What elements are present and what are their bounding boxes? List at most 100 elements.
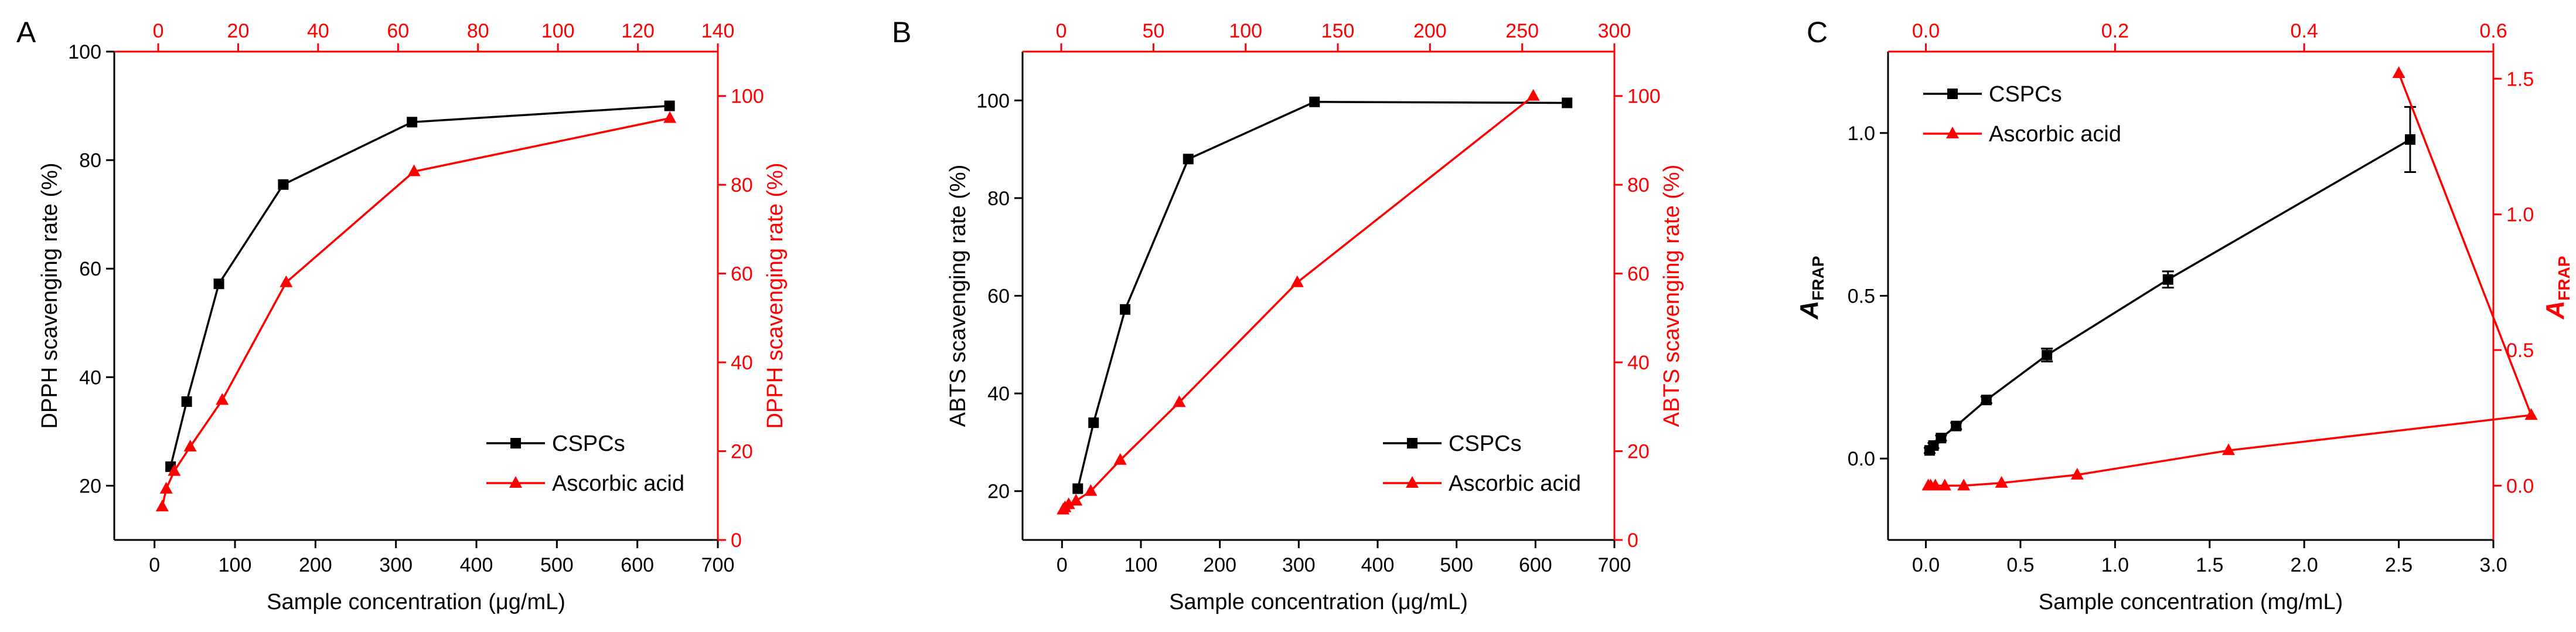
series-cspcs bbox=[165, 100, 675, 473]
legend-label: CSPCs bbox=[1449, 431, 1522, 456]
y-axis-title: ABTS scavenging rate (%) bbox=[946, 165, 970, 427]
y-tick-label: 20 bbox=[987, 481, 1010, 503]
data-point bbox=[1062, 497, 1075, 509]
data-point bbox=[2222, 443, 2236, 456]
y2-tick-label: 100 bbox=[731, 86, 764, 108]
y-tick-label: 60 bbox=[987, 286, 1010, 308]
panel-label: C bbox=[1807, 16, 1828, 49]
data-point bbox=[407, 164, 421, 176]
data-point bbox=[1120, 304, 1131, 315]
legend-label: Ascorbic acid bbox=[1989, 122, 2121, 147]
x-tick-label: 0.5 bbox=[2006, 554, 2034, 576]
y2-tick-label: 20 bbox=[731, 441, 753, 463]
y2-tick-label: 100 bbox=[1627, 86, 1661, 108]
data-point bbox=[2042, 349, 2053, 361]
y-axis-title: DPPH scavenging rate (%) bbox=[38, 162, 62, 429]
top-x-tick-label: 60 bbox=[387, 20, 409, 42]
legend: CSPCs Ascorbic acid bbox=[486, 431, 684, 496]
data-point bbox=[1995, 475, 2008, 488]
x-axis-title: Sample concentration (mg/mL) bbox=[2039, 590, 2343, 614]
legend-label: CSPCs bbox=[552, 431, 625, 456]
data-point bbox=[1084, 484, 1098, 496]
legend-marker bbox=[1406, 476, 1419, 488]
data-point bbox=[1957, 478, 1971, 491]
y-tick-label: 1.0 bbox=[1848, 123, 1875, 145]
data-point bbox=[664, 100, 675, 111]
legend-label: CSPCs bbox=[1989, 82, 2062, 107]
data-point bbox=[1936, 433, 1947, 444]
series-line bbox=[1076, 101, 1568, 489]
data-point bbox=[278, 179, 289, 190]
top-x-tick-label: 100 bbox=[541, 20, 575, 42]
y2-tick-label: 1.5 bbox=[2506, 68, 2534, 90]
data-point bbox=[280, 275, 293, 287]
data-point bbox=[407, 117, 418, 128]
y-tick-label: 100 bbox=[68, 41, 101, 63]
x-tick-label: 600 bbox=[1519, 554, 1552, 576]
x-tick-label: 700 bbox=[701, 554, 735, 576]
y2-tick-label: 0.5 bbox=[2506, 339, 2534, 362]
x-tick-label: 200 bbox=[1203, 554, 1236, 576]
series-cspcs bbox=[1072, 96, 1573, 494]
x-axis-title: Sample concentration (μg/mL) bbox=[1169, 590, 1468, 614]
y-tick-label: 20 bbox=[79, 475, 101, 497]
data-point bbox=[213, 278, 224, 290]
top-x-tick-label: 250 bbox=[1505, 20, 1539, 42]
data-point bbox=[1173, 395, 1186, 407]
y2-axis-title-sub: FRAP bbox=[2555, 256, 2573, 300]
x-tick-label: 400 bbox=[460, 554, 493, 576]
top-x-tick-label: 20 bbox=[227, 20, 250, 42]
top-x-tick-label: 100 bbox=[1229, 20, 1262, 42]
panel-label: B bbox=[892, 16, 911, 49]
y2-axis-title: DPPH scavenging rate (%) bbox=[763, 162, 788, 429]
data-point bbox=[1981, 395, 1992, 406]
series-cspcs bbox=[1924, 106, 2416, 456]
series-line bbox=[1928, 138, 2411, 451]
series-ascorbic-acid bbox=[1921, 66, 2538, 491]
series-ascorbic-acid bbox=[155, 111, 677, 512]
y2-axis-title: ABTS scavenging rate (%) bbox=[1660, 165, 1684, 427]
top-x-tick-label: 0 bbox=[1056, 20, 1067, 42]
y-tick-label: 80 bbox=[79, 149, 101, 172]
legend-label: Ascorbic acid bbox=[1449, 471, 1581, 496]
top-x-tick-label: 200 bbox=[1413, 20, 1447, 42]
data-point bbox=[663, 111, 677, 123]
legend: CSPCs Ascorbic acid bbox=[1383, 431, 1581, 496]
x-tick-label: 700 bbox=[1598, 554, 1631, 576]
data-point bbox=[2070, 467, 2084, 480]
data-point bbox=[2404, 134, 2415, 145]
x-tick-label: 3.0 bbox=[2479, 554, 2507, 576]
top-x-tick-label: 0.0 bbox=[1912, 20, 1940, 42]
data-point bbox=[181, 396, 192, 407]
y2-tick-label: 40 bbox=[731, 352, 753, 374]
data-point bbox=[2524, 408, 2538, 420]
data-point bbox=[1928, 478, 1942, 491]
top-x-tick-label: 0 bbox=[153, 20, 164, 42]
top-x-tick-label: 40 bbox=[307, 20, 329, 42]
data-point bbox=[168, 464, 181, 476]
legend: CSPCs Ascorbic acid bbox=[1923, 82, 2121, 147]
panel-label: A bbox=[16, 16, 36, 49]
top-x-tick-label: 50 bbox=[1142, 20, 1164, 42]
legend-label: Ascorbic acid bbox=[552, 471, 684, 496]
y2-tick-label: 0.0 bbox=[2506, 475, 2534, 497]
data-point bbox=[1562, 97, 1573, 108]
x-tick-label: 300 bbox=[379, 554, 413, 576]
x-tick-label: 0 bbox=[1057, 554, 1068, 576]
data-point bbox=[216, 393, 229, 405]
series-ascorbic-acid bbox=[1057, 89, 1540, 515]
y-tick-label: 0.0 bbox=[1848, 448, 1875, 470]
x-tick-label: 1.5 bbox=[2196, 554, 2223, 576]
top-x-tick-label: 0.6 bbox=[2479, 20, 2507, 42]
legend-marker bbox=[1407, 438, 1418, 448]
x-tick-label: 400 bbox=[1361, 554, 1395, 576]
top-x-tick-label: 0.4 bbox=[2291, 20, 2318, 42]
y2-tick-label: 1.0 bbox=[2506, 204, 2534, 226]
y2-tick-label: 80 bbox=[1627, 174, 1650, 196]
x-tick-label: 600 bbox=[621, 554, 654, 576]
data-point bbox=[2162, 274, 2173, 285]
legend-marker bbox=[509, 476, 522, 488]
